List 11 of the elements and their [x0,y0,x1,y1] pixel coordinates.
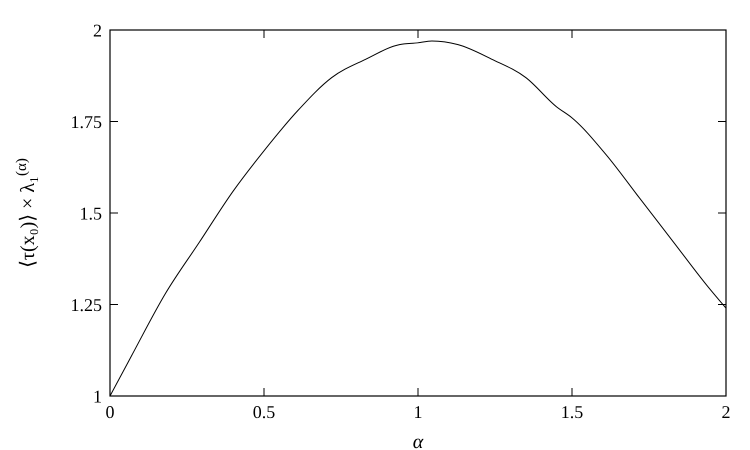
y-tick-label: 1.5 [80,203,102,224]
x-tick-label: 0.5 [252,402,276,422]
y-tick-label: 1 [93,386,102,406]
x-tick-label: 2 [722,402,730,422]
x-axis-title: α [412,431,424,450]
x-tick-label: 1 [414,402,422,422]
x-tick-label: 1.5 [560,402,584,422]
x-tick-label: 0 [106,402,114,422]
y-tick-label: 1.25 [70,294,102,315]
y-tick-label: 2 [93,20,102,40]
y-tick-label: 1.75 [70,112,102,132]
